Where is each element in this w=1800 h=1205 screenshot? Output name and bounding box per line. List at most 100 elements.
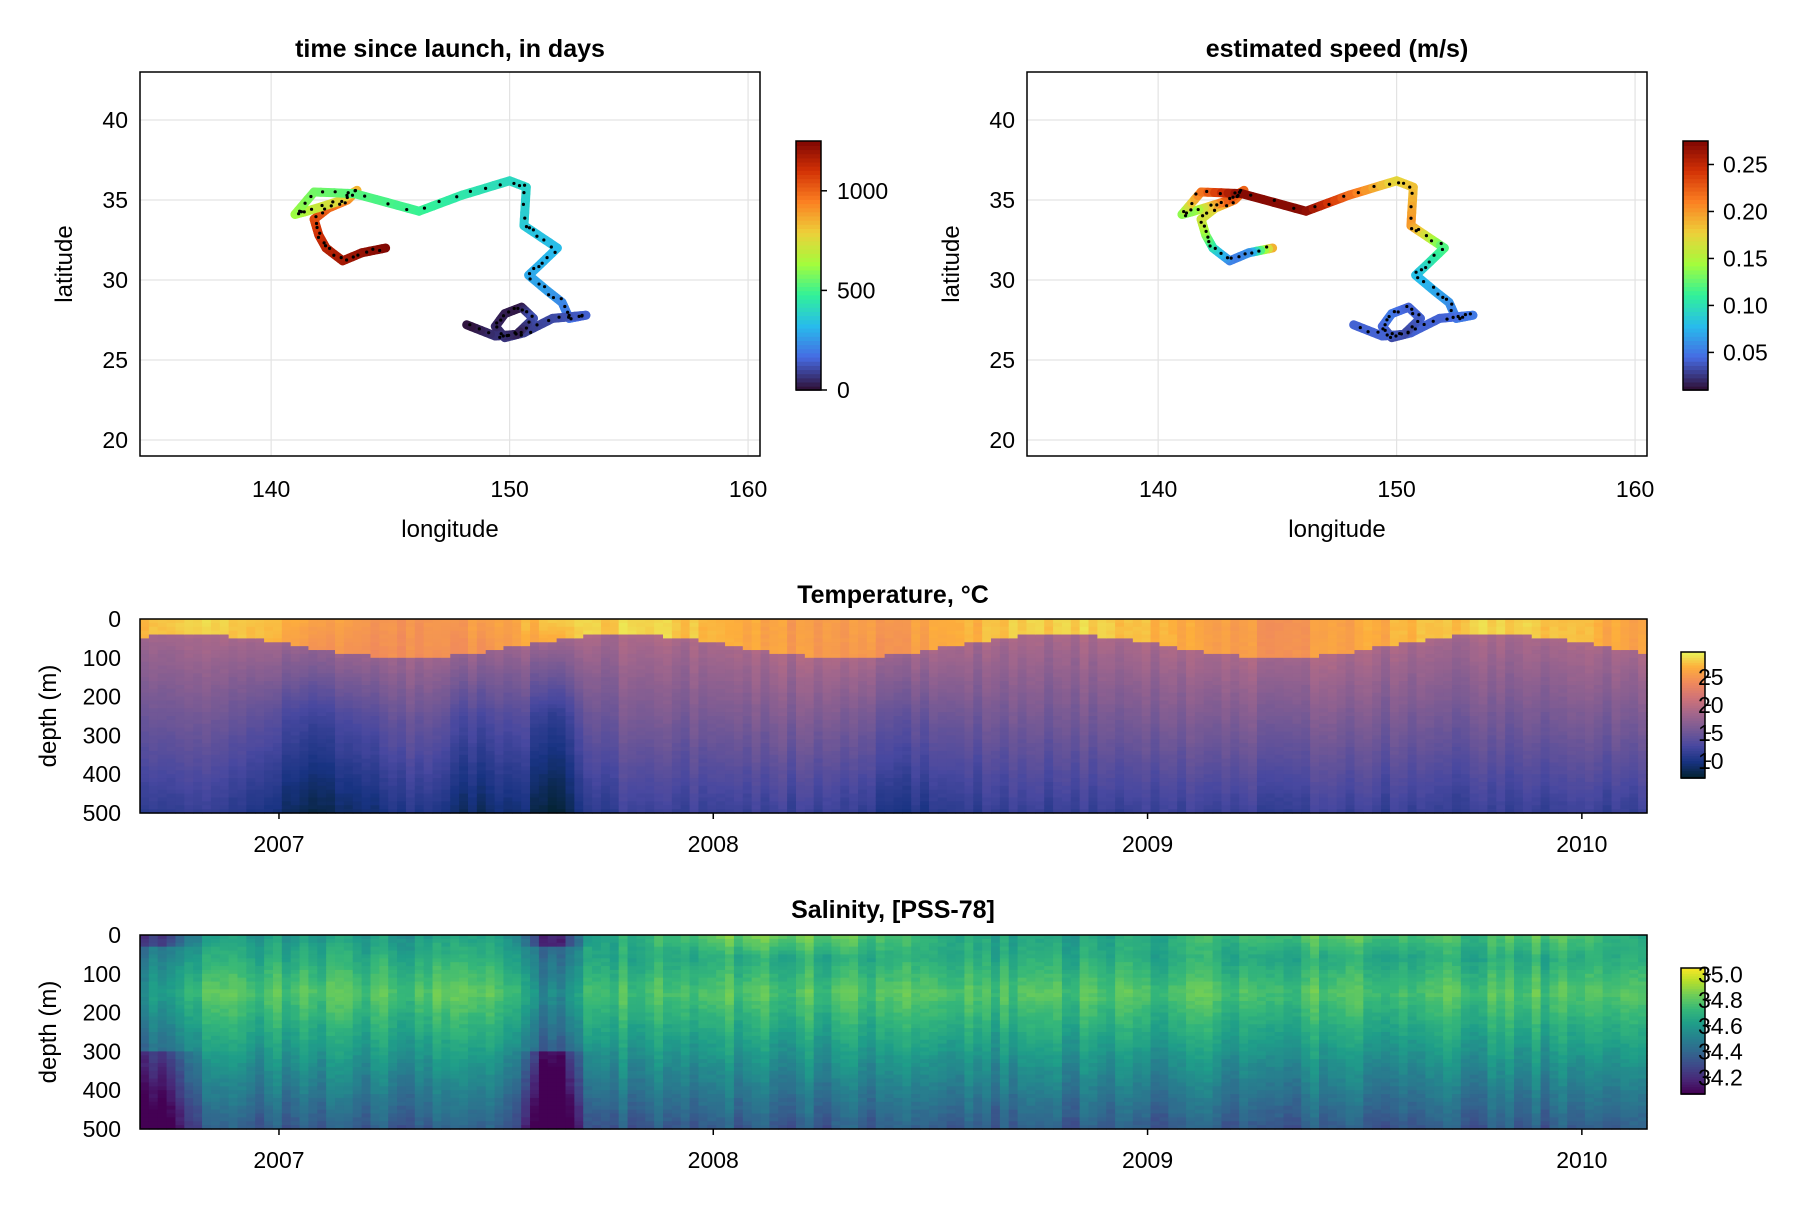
heatmap-cell [255, 763, 264, 767]
heatmap-cell [654, 739, 663, 743]
heatmap-cell [184, 790, 193, 794]
heatmap-cell [521, 669, 530, 673]
heatmap-cell [858, 770, 867, 774]
heatmap-cell [140, 786, 149, 790]
heatmap-cell [335, 751, 344, 755]
profile-marker [542, 238, 545, 241]
heatmap-cell [698, 790, 707, 794]
profile-marker [1422, 280, 1425, 283]
heatmap-cell [840, 732, 849, 736]
heatmap-cell [264, 770, 273, 774]
heatmap-cell [193, 782, 202, 786]
heatmap-cell [495, 635, 504, 639]
heatmap-cell [495, 751, 504, 755]
heatmap-cell [486, 627, 495, 631]
heatmap-cell [184, 642, 193, 646]
heatmap-cell [326, 712, 335, 716]
heatmap-cell [344, 708, 353, 712]
heatmap-cell [672, 646, 681, 650]
heatmap-cell [636, 685, 645, 689]
heatmap-cell [220, 666, 229, 670]
heatmap-cell [335, 697, 344, 701]
heatmap-cell [512, 635, 521, 639]
heatmap-cell [282, 697, 291, 701]
heatmap-cell [752, 638, 761, 642]
heatmap-cell [663, 650, 672, 654]
heatmap-cell [539, 720, 548, 724]
heatmap-cell [229, 774, 238, 778]
heatmap-cell [548, 627, 557, 631]
heatmap-cell [628, 790, 637, 794]
heatmap-cell [849, 766, 858, 770]
heatmap-cell [291, 631, 300, 635]
heatmap-cell [867, 627, 876, 631]
heatmap-cell [831, 790, 840, 794]
heatmap-cell [583, 681, 592, 685]
heatmap-cell [255, 794, 264, 798]
heatmap-cell [468, 689, 477, 693]
heatmap-cell [424, 646, 433, 650]
heatmap-cell [574, 638, 583, 642]
profile-marker [500, 332, 503, 335]
heatmap-cell [344, 673, 353, 677]
heatmap-cell [184, 708, 193, 712]
heatmap-cell [433, 712, 442, 716]
heatmap-cell [628, 770, 637, 774]
heatmap-cell [690, 774, 699, 778]
heatmap-cell [805, 712, 814, 716]
heatmap-cell [690, 712, 699, 716]
heatmap-cell [193, 794, 202, 798]
heatmap-cell [379, 677, 388, 681]
heatmap-cell [335, 747, 344, 751]
heatmap-cell [654, 755, 663, 759]
heatmap-cell [459, 650, 468, 654]
heatmap-cell [521, 743, 530, 747]
heatmap-cell [362, 778, 371, 782]
heatmap-cell [486, 654, 495, 658]
heatmap-cell [716, 732, 725, 736]
heatmap-cell [486, 669, 495, 673]
heatmap-cell [140, 631, 149, 635]
heatmap-cell [592, 646, 601, 650]
heatmap-cell [521, 774, 530, 778]
heatmap-cell [184, 669, 193, 673]
heatmap-cell [583, 704, 592, 708]
heatmap-cell [184, 631, 193, 635]
heatmap-cell [468, 662, 477, 666]
heatmap-cell [574, 716, 583, 720]
heatmap-cell [246, 790, 255, 794]
profile-marker [566, 311, 569, 314]
heatmap-cell [424, 685, 433, 689]
heatmap-cell [477, 735, 486, 739]
heatmap-cell [566, 797, 575, 801]
heatmap-cell [211, 654, 220, 658]
heatmap-cell [388, 631, 397, 635]
heatmap-cell [193, 658, 202, 662]
heatmap-cell [477, 689, 486, 693]
heatmap-cell [326, 673, 335, 677]
heatmap-cell [459, 786, 468, 790]
heatmap-cell [450, 763, 459, 767]
heatmap-cell [840, 782, 849, 786]
heatmap-cell [778, 685, 787, 689]
heatmap-cell [388, 642, 397, 646]
heatmap-cell [512, 627, 521, 631]
heatmap-cell [468, 627, 477, 631]
heatmap-cell [503, 720, 512, 724]
heatmap-cell [246, 716, 255, 720]
heatmap-cell [840, 689, 849, 693]
heatmap-cell [317, 716, 326, 720]
heatmap-cell [184, 794, 193, 798]
heatmap-cell [308, 755, 317, 759]
heatmap-cell [557, 627, 566, 631]
heatmap-cell [264, 797, 273, 801]
heatmap-cell [716, 763, 725, 767]
heatmap-cell [264, 646, 273, 650]
heatmap-cell [229, 673, 238, 677]
heatmap-cell [353, 673, 362, 677]
heatmap-cell [539, 623, 548, 627]
heatmap-cell [752, 778, 761, 782]
heatmap-cell [539, 755, 548, 759]
heatmap-cell [211, 662, 220, 666]
heatmap-cell [317, 681, 326, 685]
